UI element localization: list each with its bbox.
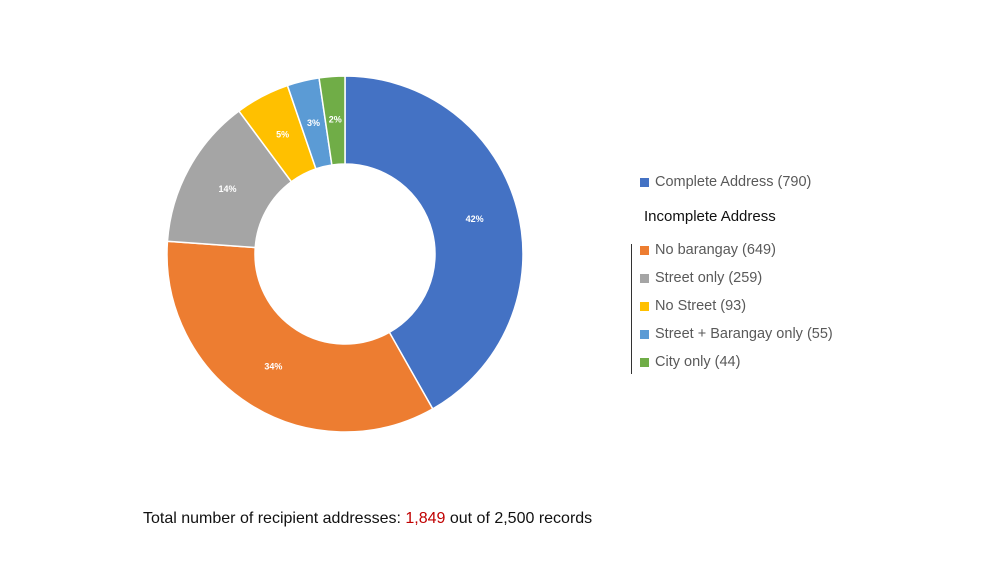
- slice-percent-label-complete: 42%: [466, 214, 484, 224]
- legend-label-street-only: Street only (259): [655, 270, 763, 286]
- donut-slice-city-only: [318, 75, 346, 166]
- donut-slice-complete: [344, 75, 524, 410]
- slice-percent-label-no-street: 5%: [276, 130, 289, 140]
- legend-swatch-no-barangay: [640, 245, 649, 255]
- legend-swatch-city-only: [640, 357, 649, 367]
- total-records-footer: Total number of recipient addresses: 1,8…: [143, 510, 592, 528]
- donut-chart: 42% 34% 14% 5% 3% 2%: [166, 75, 524, 433]
- legend-item-complete-address: Complete Address (790): [640, 170, 811, 194]
- legend-item-no-barangay: No barangay (649): [640, 238, 776, 262]
- legend-swatch-no-street: [640, 301, 649, 311]
- legend-group-bracket: [631, 244, 632, 374]
- legend-group-heading: Incomplete Address: [644, 208, 776, 225]
- legend-item-city-only: City only (44): [640, 350, 740, 374]
- slice-percent-label-city-only: 2%: [329, 115, 342, 125]
- legend-label-street-barangay-only: Street + Barangay only (55): [655, 326, 833, 342]
- footer-suffix: out of 2,500 records: [445, 510, 593, 527]
- legend-label-no-barangay: No barangay (649): [655, 242, 776, 258]
- slice-percent-label-street-only: 14%: [219, 184, 237, 194]
- legend-swatch-street-only: [640, 273, 649, 283]
- legend-label-no-street: No Street (93): [655, 298, 747, 314]
- donut-slice-no-barangay: [166, 240, 434, 433]
- legend-item-no-street: No Street (93): [640, 294, 746, 318]
- slice-percent-label-no-barangay: 34%: [264, 362, 282, 372]
- legend-label-complete-address: Complete Address (790): [655, 174, 812, 190]
- legend-swatch-street-barangay-only: [640, 329, 649, 339]
- footer-highlight-count: 1,849: [405, 510, 446, 527]
- legend-item-street-only: Street only (259): [640, 266, 762, 290]
- footer-prefix: Total number of recipient addresses:: [143, 510, 406, 527]
- legend-label-city-only: City only (44): [655, 354, 741, 370]
- legend-item-street-barangay-only: Street + Barangay only (55): [640, 322, 833, 346]
- slice-percent-label-street-barangay: 3%: [307, 118, 320, 128]
- legend-swatch-complete-address: [640, 177, 649, 187]
